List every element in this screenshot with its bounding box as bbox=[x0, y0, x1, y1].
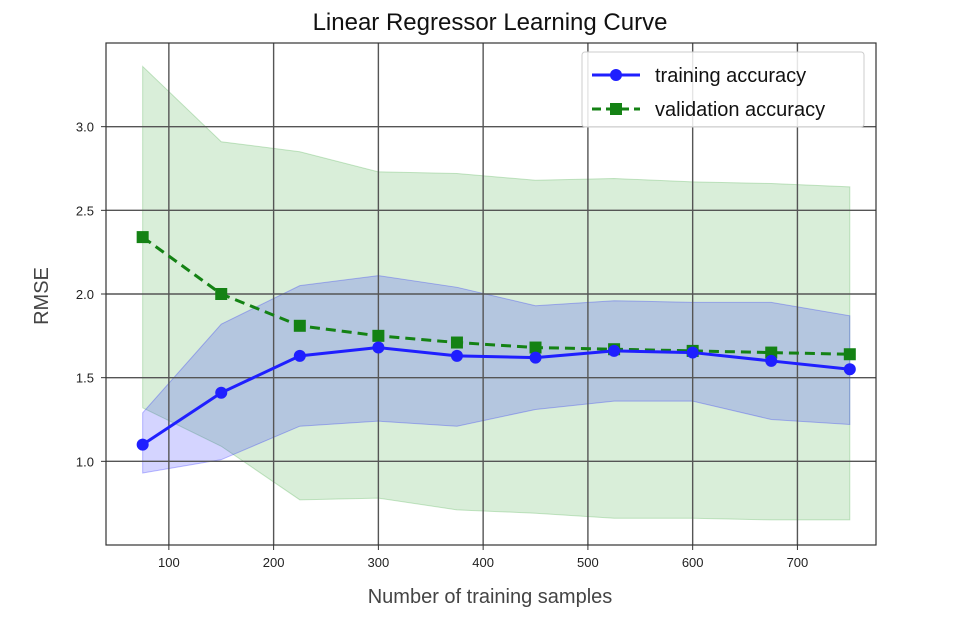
training-point bbox=[293, 349, 306, 362]
validation-line bbox=[141, 235, 850, 356]
y-axis-label: RMSE bbox=[31, 267, 53, 325]
y-tick-label: 3.0 bbox=[76, 120, 94, 135]
validation-band bbox=[142, 65, 851, 521]
training-point bbox=[843, 363, 856, 376]
legend-validation-marker bbox=[610, 103, 622, 115]
y-tick-label: 2.0 bbox=[76, 287, 94, 302]
validation-point bbox=[843, 348, 856, 361]
x-tick-label: 600 bbox=[682, 555, 704, 570]
confidence-bands bbox=[142, 65, 851, 521]
training-line bbox=[141, 346, 850, 446]
legend-training-label: training accuracy bbox=[655, 65, 806, 87]
x-tick-label: 300 bbox=[368, 555, 390, 570]
x-axis-label: Number of training samples bbox=[368, 586, 613, 608]
training-point bbox=[608, 344, 621, 357]
x-tick-label: 700 bbox=[787, 555, 809, 570]
y-tick-label: 1.5 bbox=[76, 371, 94, 386]
validation-point bbox=[765, 346, 778, 359]
chart-title: Linear Regressor Learning Curve bbox=[313, 9, 668, 36]
grid-lines bbox=[106, 43, 876, 545]
x-tick-label: 200 bbox=[263, 555, 285, 570]
legend-validation-label: validation accuracy bbox=[655, 99, 825, 121]
validation-point bbox=[529, 341, 542, 354]
validation-point bbox=[136, 231, 149, 244]
legend: training accuracy validation accuracy bbox=[581, 51, 865, 128]
series-lines bbox=[141, 235, 850, 446]
y-tick-label: 2.5 bbox=[76, 203, 94, 218]
series-markers bbox=[136, 231, 856, 451]
x-tick-label: 400 bbox=[472, 555, 494, 570]
training-point bbox=[372, 341, 385, 354]
validation-point bbox=[215, 288, 228, 300]
training-band bbox=[142, 275, 851, 474]
x-tick-label: 500 bbox=[577, 555, 599, 570]
training-point bbox=[765, 354, 778, 367]
validation-point bbox=[293, 319, 306, 332]
training-point bbox=[686, 346, 699, 359]
x-tick-label: 100 bbox=[158, 555, 180, 570]
y-axis-ticks: 1.0 1.5 2.0 2.5 3.0 bbox=[76, 120, 106, 469]
training-point bbox=[136, 438, 149, 451]
legend-box bbox=[581, 51, 865, 128]
validation-point bbox=[372, 329, 385, 342]
training-point bbox=[215, 386, 228, 399]
x-axis-ticks: 100 200 300 400 500 600 700 bbox=[158, 545, 808, 570]
legend-training-marker bbox=[610, 69, 622, 81]
validation-point bbox=[450, 336, 463, 349]
training-point bbox=[450, 349, 463, 362]
y-tick-label: 1.0 bbox=[76, 454, 94, 469]
training-point bbox=[529, 351, 542, 364]
